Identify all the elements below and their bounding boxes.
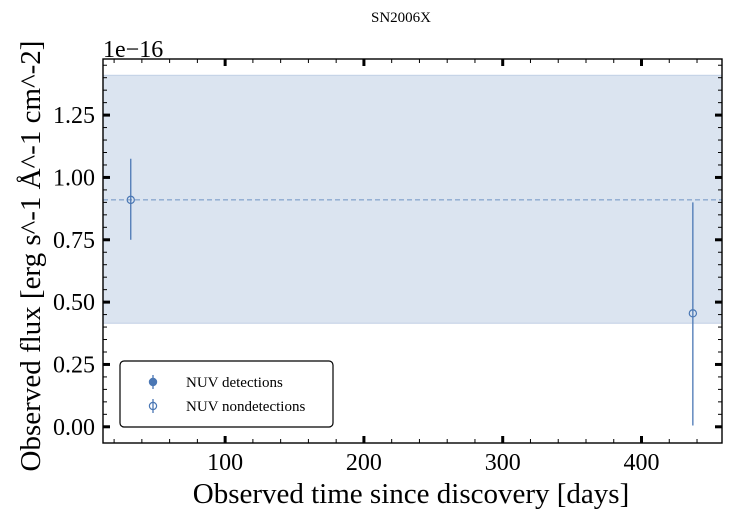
x-tick-label: 100: [207, 450, 243, 476]
axes-layer: 100 200 300 400 0.00 0.25 0.50 0.75 1.00 1.25: [53, 58, 723, 476]
nondetection-point: [688, 309, 698, 318]
x-axis-label: Observed time since discovery [days]: [193, 478, 629, 510]
legend-label: NUV nondetections: [186, 399, 305, 415]
y-tick-label: 1.00: [53, 165, 95, 191]
y-tick-label: 0.25: [53, 352, 95, 378]
y-offset-label: 1e−16: [103, 37, 163, 63]
y-axis-label: Observed flux [erg s^-1 Å^-1 cm^-2]: [15, 41, 47, 472]
chart-title: SN2006X: [371, 10, 431, 26]
nondetection-point: [126, 195, 135, 205]
data-points-layer: [126, 158, 698, 426]
x-tick-label: 300: [485, 450, 521, 476]
plot-frame: [102, 58, 723, 444]
legend-filled-marker: [148, 377, 158, 387]
x-tick-label: 400: [624, 450, 660, 476]
reference-band: [102, 74, 723, 324]
legend: NUV detections NUV nondetections: [119, 360, 334, 428]
y-tick-label: 0.75: [53, 228, 95, 254]
x-tick-label: 200: [346, 450, 382, 476]
reference-band-layer: [102, 74, 723, 324]
legend-label: NUV detections: [186, 375, 283, 391]
y-tick-label: 0.50: [53, 290, 95, 316]
y-tick-label: 0.00: [53, 415, 95, 441]
legend-box: [119, 360, 334, 428]
legend-open-marker: [148, 401, 158, 411]
y-tick-label: 1.25: [53, 103, 95, 129]
